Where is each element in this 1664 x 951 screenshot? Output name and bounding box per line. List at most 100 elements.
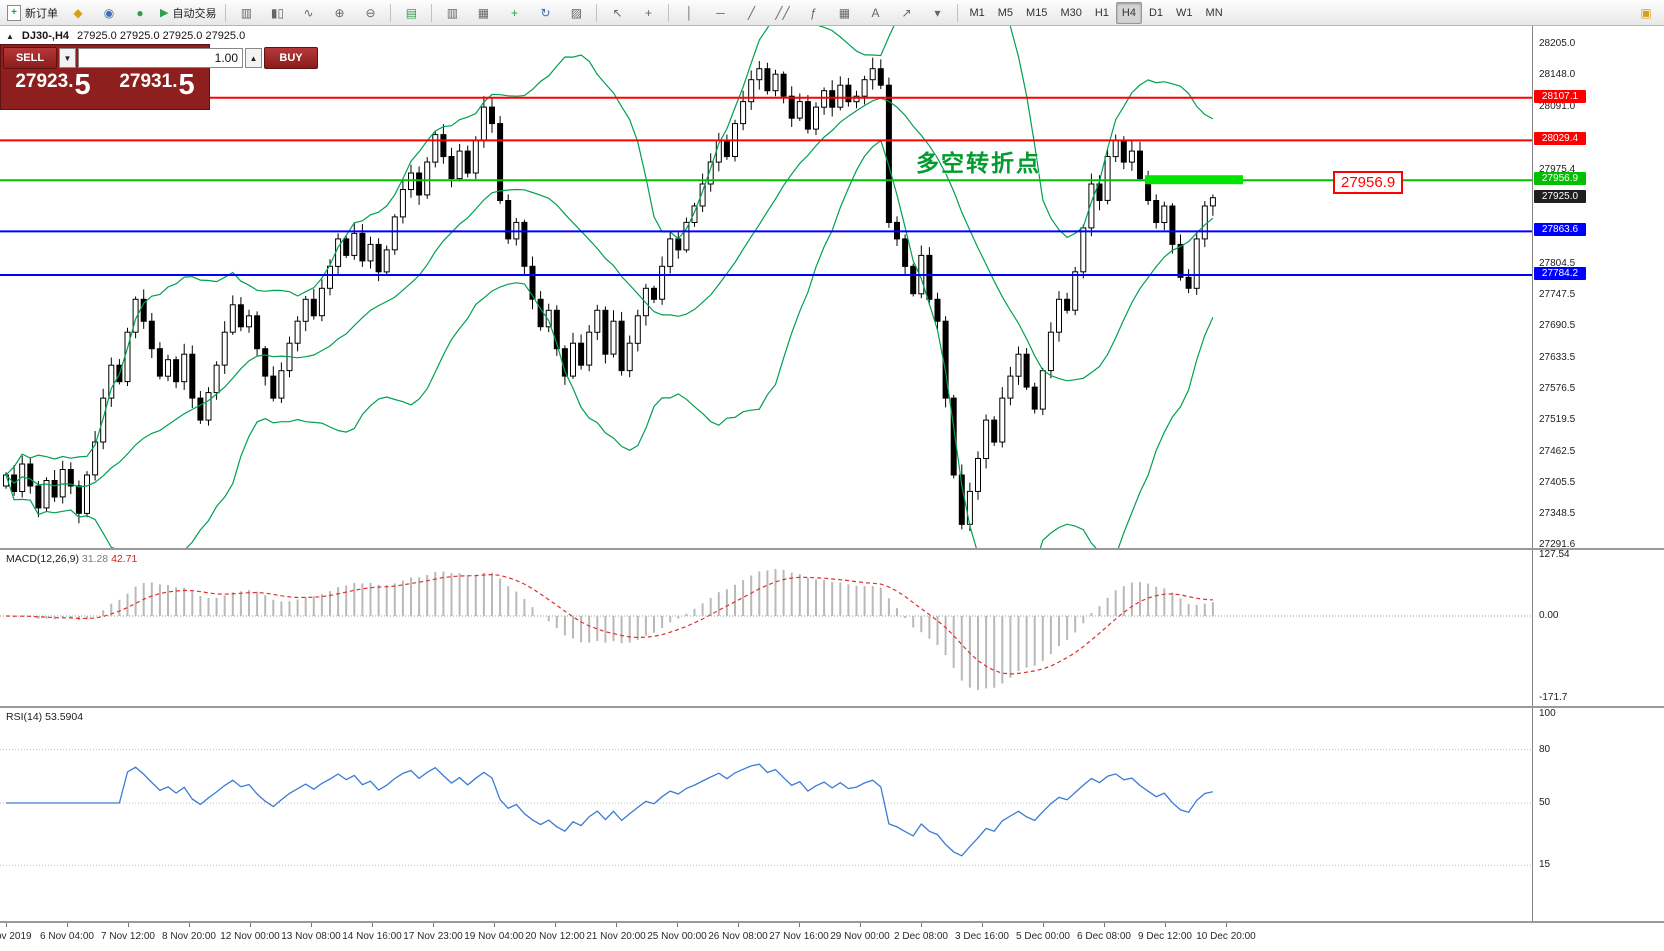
- new-order-button[interactable]: + 新订单: [3, 1, 62, 24]
- time-tick: [555, 923, 556, 927]
- cascade-windows-button[interactable]: ▥: [446, 5, 459, 20]
- time-tick: [860, 923, 861, 927]
- zoom-out-button[interactable]: ⊖: [365, 5, 376, 20]
- panel-separator[interactable]: [0, 921, 1664, 923]
- axis-price-tag: 27784.2: [1534, 267, 1586, 281]
- axis-price-tick: 80: [1539, 743, 1551, 755]
- rsi-axis[interactable]: 100 80 50 15: [1532, 708, 1664, 921]
- community-icon[interactable]: ●: [136, 5, 144, 20]
- axis-price-tag: 28107.1: [1534, 89, 1586, 103]
- macd-axis[interactable]: 127.54 0.00 -171.7: [1532, 549, 1664, 706]
- axis-price-tick: 28205.0: [1539, 38, 1576, 49]
- rsi-panel[interactable]: [0, 708, 1532, 921]
- axis-price-tag: 27956.9: [1534, 172, 1586, 186]
- fibonacci-tool[interactable]: ƒ: [810, 5, 817, 20]
- macd-chart[interactable]: [0, 550, 1532, 706]
- time-label: 2 Dec 08:00: [894, 931, 948, 942]
- new-order-icon: +: [7, 4, 21, 21]
- time-label: 10 Dec 20:00: [1196, 931, 1256, 942]
- time-label: 6 Nov 04:00: [40, 931, 94, 942]
- timeframe-d1[interactable]: D1: [1148, 6, 1164, 19]
- timeframe-h1[interactable]: H1: [1094, 6, 1109, 19]
- buy-button[interactable]: BUY: [264, 47, 318, 69]
- sell-price[interactable]: 27923. 5: [1, 69, 105, 107]
- time-label: 13 Nov 08:00: [281, 931, 341, 942]
- timeframe-w1[interactable]: W1: [1176, 6, 1193, 19]
- favorites-icon[interactable]: ◆: [73, 5, 83, 20]
- panel-separator[interactable]: [0, 548, 1664, 550]
- line-chart-button[interactable]: ∿: [303, 5, 314, 20]
- axis-price-tag: 28029.4: [1534, 132, 1586, 146]
- chart-annotation-text[interactable]: 多空转折点: [916, 150, 1041, 176]
- time-label: 19 Nov 04:00: [464, 931, 524, 942]
- lot-size-input[interactable]: [78, 48, 243, 68]
- sell-button[interactable]: SELL: [3, 47, 57, 69]
- axis-price-tick: 127.54: [1539, 549, 1570, 561]
- rsi-chart[interactable]: [0, 708, 1532, 921]
- time-tick: [1165, 923, 1166, 927]
- chart-ohlc: 27925.0 27925.0 27925.0 27925.0: [77, 30, 246, 42]
- crosshair-tool-button[interactable]: +: [644, 5, 652, 20]
- arrow-tool[interactable]: ↗: [901, 5, 912, 20]
- rsi-value: 53.5904: [45, 711, 84, 723]
- axis-price-tick: 27633.5: [1539, 351, 1576, 363]
- new-chart-button[interactable]: +: [510, 5, 518, 20]
- time-axis[interactable]: 5 Nov 2019 6 Nov 04:00 7 Nov 12:00 8 Nov 20…: [0, 923, 1664, 951]
- new-order-label: 新订单: [25, 7, 58, 20]
- one-click-toggle-icon[interactable]: ▲: [6, 31, 14, 41]
- macd-name: MACD(12,26,9): [6, 553, 79, 565]
- zoom-in-button[interactable]: ⊕: [334, 5, 345, 20]
- timeframe-h4[interactable]: H4: [1115, 1, 1142, 24]
- price-axis[interactable]: 28205.0 28148.0 28091.0 27975.4 27804.5 27747…: [1532, 26, 1664, 550]
- time-label: 3 Dec 16:00: [955, 931, 1009, 942]
- time-label: 14 Nov 16:00: [342, 931, 402, 942]
- autotrading-button[interactable]: ▶ 自动交易: [156, 1, 220, 24]
- timeframe-m5[interactable]: M5: [997, 6, 1014, 19]
- axis-price-tick: 27804.5: [1539, 257, 1576, 269]
- tile-windows-button[interactable]: ▤: [405, 5, 418, 20]
- macd-panel[interactable]: [0, 550, 1532, 706]
- time-label: 21 Nov 20:00: [586, 931, 646, 942]
- candle-chart-button[interactable]: ▮▯: [270, 5, 285, 20]
- time-tick: [189, 923, 190, 927]
- buy-price[interactable]: 27931. 5: [105, 69, 209, 107]
- main-chart-panel[interactable]: [0, 26, 1532, 548]
- timeframe-m1[interactable]: M1: [969, 6, 985, 19]
- cursor-tool-button[interactable]: ↖: [612, 5, 623, 20]
- toolbar-separator: [957, 3, 959, 22]
- time-label: 6 Dec 08:00: [1077, 931, 1131, 942]
- vertical-line-tool[interactable]: │: [685, 5, 694, 20]
- shapes-dropdown[interactable]: ▾: [934, 5, 941, 20]
- lot-decrease-button[interactable]: ▼: [59, 48, 76, 68]
- price-callout-label[interactable]: 27956.9: [1333, 171, 1404, 194]
- refresh-button[interactable]: ↻: [540, 5, 551, 20]
- panel-separator[interactable]: [0, 706, 1664, 708]
- timeframe-m15[interactable]: M15: [1026, 6, 1048, 19]
- trendline-tool[interactable]: ╱: [747, 5, 756, 20]
- channel-tool[interactable]: ╱╱: [775, 5, 790, 20]
- profile-icon[interactable]: ◉: [103, 5, 115, 20]
- candlestick-chart[interactable]: [0, 26, 1532, 548]
- grid-tool[interactable]: ▦: [838, 5, 851, 20]
- autotrading-label: 自动交易: [172, 7, 217, 20]
- docking-icon[interactable]: ▣: [1640, 5, 1652, 20]
- time-label: 7 Nov 12:00: [101, 931, 155, 942]
- time-tick: [616, 923, 617, 927]
- bar-chart-button[interactable]: ▥: [240, 5, 253, 20]
- time-tick: [921, 923, 922, 927]
- time-tick: [1043, 923, 1044, 927]
- timeframe-m30[interactable]: M30: [1060, 6, 1082, 19]
- time-tick: [799, 923, 800, 927]
- time-tick: [372, 923, 373, 927]
- timeframe-mn[interactable]: MN: [1205, 6, 1223, 19]
- macd-value-signal: 42.71: [111, 553, 138, 565]
- time-label: 29 Nov 00:00: [830, 931, 890, 942]
- tile-horizontal-button[interactable]: ▦: [477, 5, 490, 20]
- time-tick: [311, 923, 312, 927]
- sell-price-main: 27923.: [15, 71, 74, 92]
- lot-increase-button[interactable]: ▲: [245, 48, 262, 68]
- text-tool[interactable]: A: [871, 5, 880, 20]
- time-tick: [738, 923, 739, 927]
- horizontal-line-tool[interactable]: ─: [716, 5, 725, 20]
- templates-button[interactable]: ▨: [570, 5, 583, 20]
